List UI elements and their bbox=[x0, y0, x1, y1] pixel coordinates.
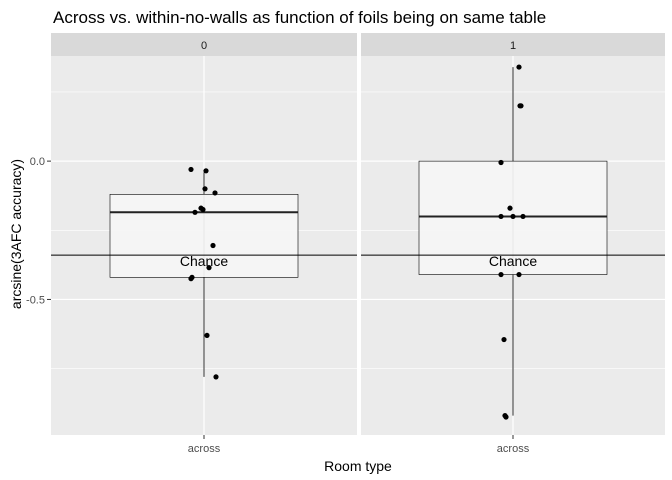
data-point bbox=[498, 213, 504, 220]
chance-label: Chance bbox=[180, 253, 228, 269]
data-point bbox=[516, 64, 522, 70]
data-point bbox=[210, 242, 216, 249]
facet-strip-label: 0 bbox=[201, 40, 207, 52]
data-point bbox=[192, 209, 198, 215]
data-point bbox=[516, 271, 522, 278]
data-point bbox=[203, 168, 209, 174]
data-point bbox=[520, 213, 526, 220]
data-point bbox=[189, 274, 195, 280]
data-point bbox=[510, 213, 516, 220]
data-point bbox=[206, 265, 212, 271]
x-axis-label: Room type bbox=[324, 458, 392, 474]
data-point bbox=[501, 336, 507, 343]
data-point bbox=[204, 332, 210, 339]
chance-label: Chance bbox=[489, 253, 537, 269]
data-point bbox=[200, 206, 206, 213]
facet-strip-label: 1 bbox=[510, 40, 516, 52]
data-point bbox=[498, 271, 504, 278]
x-tick-label: across bbox=[497, 443, 530, 455]
data-point bbox=[188, 166, 194, 173]
data-point bbox=[517, 103, 523, 109]
x-tick-label: across bbox=[188, 443, 221, 455]
data-point bbox=[507, 205, 513, 211]
data-point bbox=[502, 413, 508, 419]
y-axis-label: arcsine(3AFC accuracy) bbox=[8, 159, 24, 309]
y-tick-label: 0.0 bbox=[30, 156, 45, 168]
y-tick-label: -0.5 bbox=[26, 294, 45, 306]
data-point bbox=[498, 159, 504, 166]
data-point bbox=[213, 374, 219, 380]
facet-strip bbox=[51, 33, 357, 56]
data-point bbox=[212, 190, 218, 196]
data-point bbox=[202, 186, 208, 192]
chart-title: Across vs. within-no-walls as function o… bbox=[53, 8, 546, 27]
facet-strip bbox=[361, 33, 665, 56]
